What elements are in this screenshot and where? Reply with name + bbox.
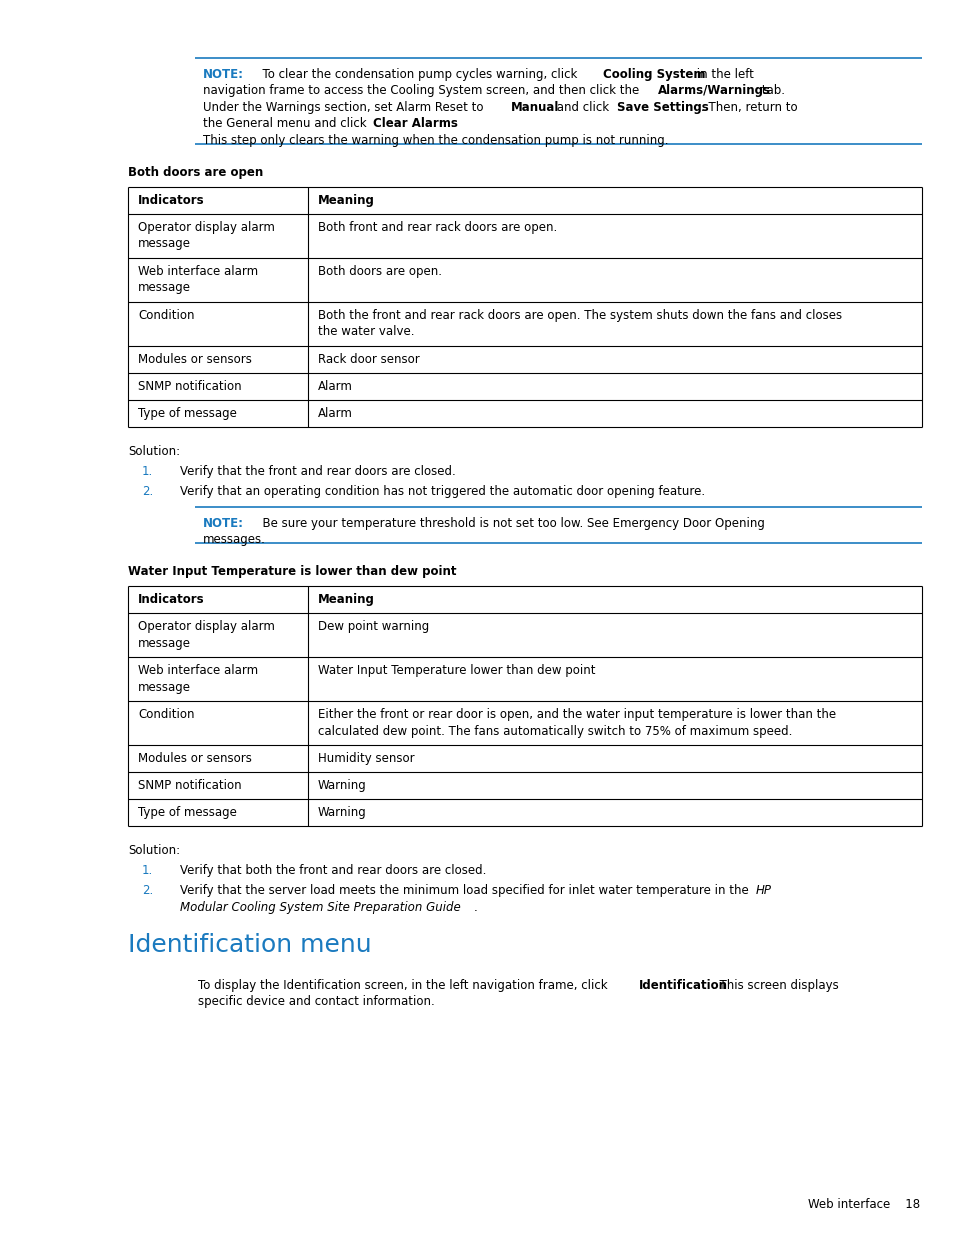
Text: the water valve.: the water valve. [317, 326, 414, 338]
Text: Under the Warnings section, set Alarm Reset to: Under the Warnings section, set Alarm Re… [203, 101, 487, 114]
Text: Solution:: Solution: [128, 845, 180, 857]
Text: Type of message: Type of message [138, 408, 236, 420]
Text: Both doors are open: Both doors are open [128, 165, 263, 179]
Text: Identification menu: Identification menu [128, 932, 372, 957]
Text: Either the front or rear door is open, and the water input temperature is lower : Either the front or rear door is open, a… [317, 709, 835, 721]
Text: Type of message: Type of message [138, 806, 236, 820]
Text: calculated dew point. The fans automatically switch to 75% of maximum speed.: calculated dew point. The fans automatic… [317, 725, 792, 739]
Text: Dew point warning: Dew point warning [317, 620, 429, 634]
Text: To clear the condensation pump cycles warning, click: To clear the condensation pump cycles wa… [254, 68, 580, 82]
Text: in the left: in the left [692, 68, 753, 82]
Text: the General menu and click: the General menu and click [203, 117, 370, 131]
Text: HP: HP [755, 884, 771, 898]
Text: Water Input Temperature lower than dew point: Water Input Temperature lower than dew p… [317, 664, 595, 678]
Text: Save Settings: Save Settings [617, 101, 708, 114]
Text: Both front and rear rack doors are open.: Both front and rear rack doors are open. [317, 221, 557, 233]
Text: Warning: Warning [317, 806, 366, 820]
Text: Verify that both the front and rear doors are closed.: Verify that both the front and rear door… [180, 864, 486, 878]
Text: message: message [138, 237, 191, 251]
Text: . Then, return to: . Then, return to [700, 101, 797, 114]
Text: Water Input Temperature is lower than dew point: Water Input Temperature is lower than de… [128, 566, 456, 578]
Text: .: . [451, 117, 455, 131]
Text: Rack door sensor: Rack door sensor [317, 353, 419, 366]
Text: message: message [138, 282, 191, 294]
Text: messages.: messages. [203, 534, 266, 547]
Text: and click: and click [553, 101, 612, 114]
Text: Web interface alarm: Web interface alarm [138, 266, 258, 278]
Text: Meaning: Meaning [317, 194, 375, 207]
Text: NOTE:: NOTE: [203, 68, 244, 82]
Text: This step only clears the warning when the condensation pump is not running.: This step only clears the warning when t… [203, 135, 668, 147]
Text: Both doors are open.: Both doors are open. [317, 266, 441, 278]
Text: Modules or sensors: Modules or sensors [138, 353, 252, 366]
Text: Modular Cooling System Site Preparation Guide: Modular Cooling System Site Preparation … [180, 902, 460, 914]
Text: Meaning: Meaning [317, 594, 375, 606]
Text: message: message [138, 637, 191, 650]
Text: Humidity sensor: Humidity sensor [317, 752, 415, 766]
Text: . This screen displays: . This screen displays [711, 979, 838, 992]
Text: Operator display alarm: Operator display alarm [138, 221, 274, 233]
Text: message: message [138, 680, 191, 694]
Text: Indicators: Indicators [138, 594, 204, 606]
Text: Alarm: Alarm [317, 380, 353, 393]
Text: Be sure your temperature threshold is not set too low. See Emergency Door Openin: Be sure your temperature threshold is no… [254, 517, 764, 530]
Text: Cooling System: Cooling System [602, 68, 705, 82]
Text: Manual: Manual [511, 101, 558, 114]
Text: Verify that the server load meets the minimum load specified for inlet water tem: Verify that the server load meets the mi… [180, 884, 752, 898]
Text: Web interface    18: Web interface 18 [807, 1198, 919, 1212]
Text: Operator display alarm: Operator display alarm [138, 620, 274, 634]
Text: Solution:: Solution: [128, 445, 180, 458]
Text: Verify that an operating condition has not triggered the automatic door opening : Verify that an operating condition has n… [180, 485, 704, 498]
Text: Condition: Condition [138, 309, 194, 322]
Text: Clear Alarms: Clear Alarms [373, 117, 457, 131]
Text: Web interface alarm: Web interface alarm [138, 664, 258, 678]
Text: tab.: tab. [758, 84, 784, 98]
Text: .: . [474, 902, 477, 914]
Text: SNMP notification: SNMP notification [138, 380, 241, 393]
Text: 1.: 1. [142, 864, 153, 878]
Text: NOTE:: NOTE: [203, 517, 244, 530]
Text: Verify that the front and rear doors are closed.: Verify that the front and rear doors are… [180, 466, 456, 478]
Text: Alarms/Warnings: Alarms/Warnings [658, 84, 770, 98]
Text: navigation frame to access the Cooling System screen, and then click the: navigation frame to access the Cooling S… [203, 84, 642, 98]
Text: Identification: Identification [639, 979, 727, 992]
Text: Condition: Condition [138, 709, 194, 721]
Text: 2.: 2. [142, 884, 153, 898]
Text: specific device and contact information.: specific device and contact information. [198, 995, 435, 1009]
Text: Warning: Warning [317, 779, 366, 793]
Text: Alarm: Alarm [317, 408, 353, 420]
Text: Modules or sensors: Modules or sensors [138, 752, 252, 766]
Text: Indicators: Indicators [138, 194, 204, 207]
Text: Both the front and rear rack doors are open. The system shuts down the fans and : Both the front and rear rack doors are o… [317, 309, 841, 322]
Text: SNMP notification: SNMP notification [138, 779, 241, 793]
Text: To display the Identification screen, in the left navigation frame, click: To display the Identification screen, in… [198, 979, 611, 992]
Text: 1.: 1. [142, 466, 153, 478]
Text: 2.: 2. [142, 485, 153, 498]
